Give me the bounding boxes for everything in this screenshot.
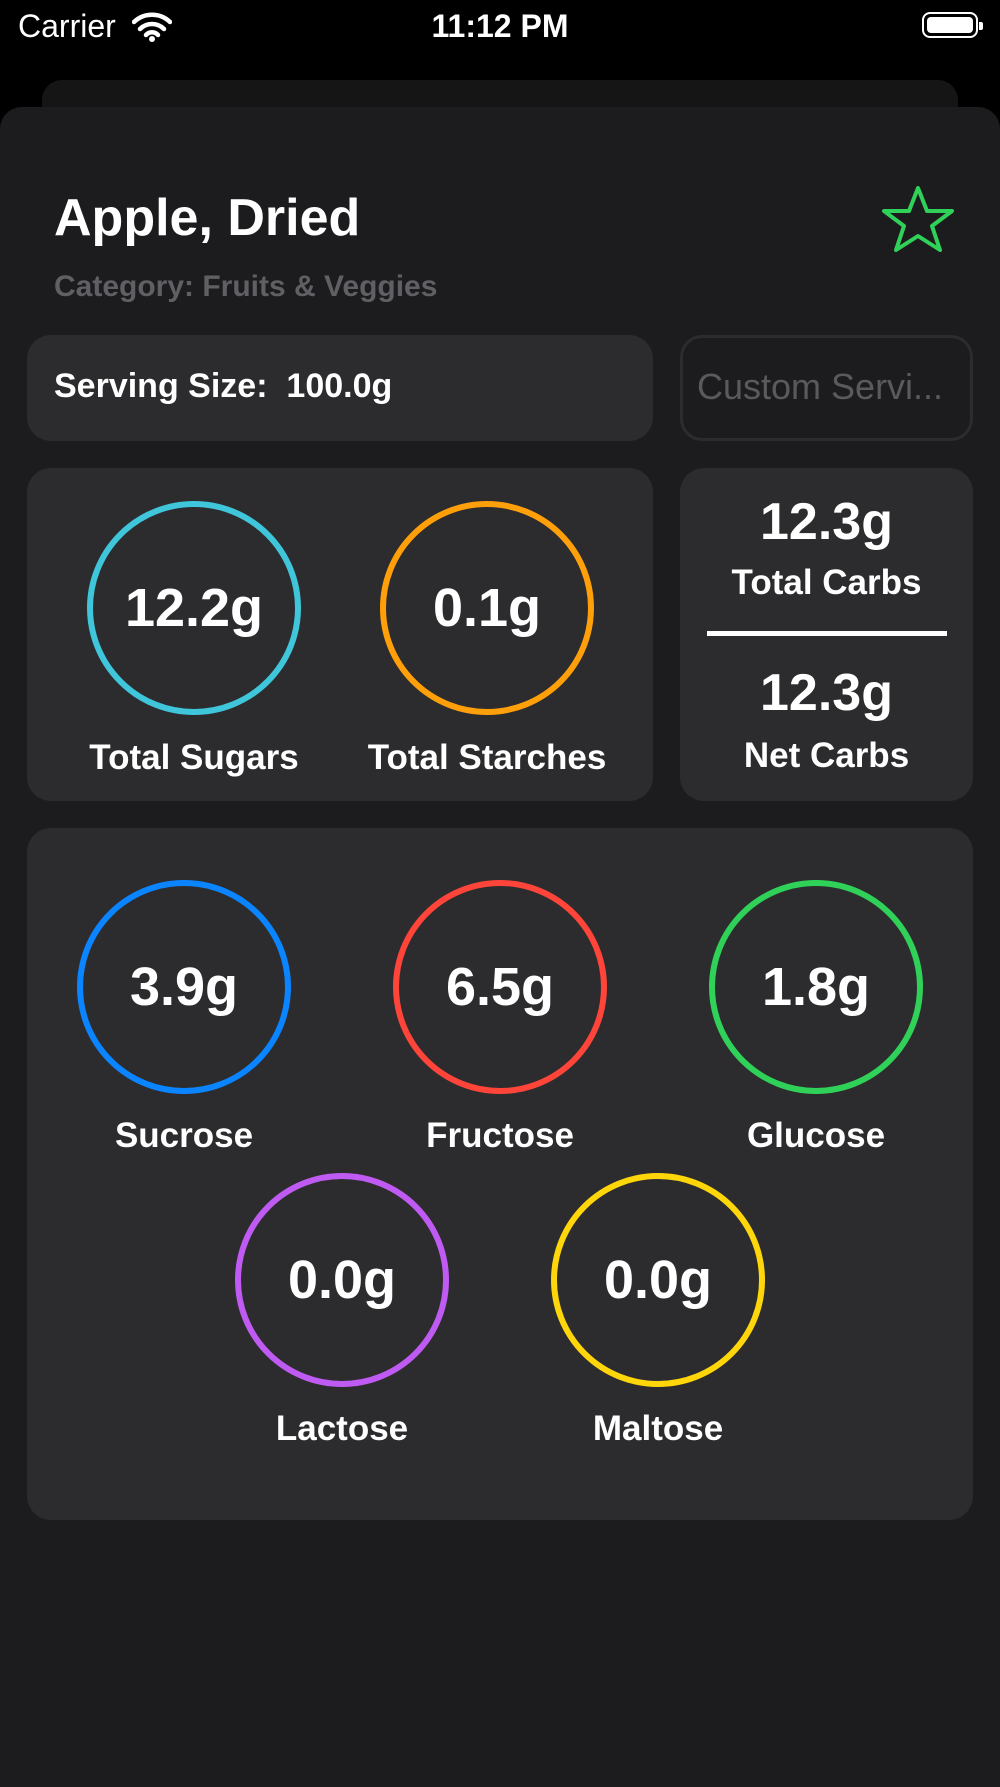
fructose-value: 6.5g: [445, 957, 555, 1017]
glucose-ring: 1.8g: [709, 880, 923, 1094]
carbs-card: 12.3g Total Carbs 12.3g Net Carbs: [680, 468, 973, 801]
glucose-label: Glucose: [746, 1116, 886, 1155]
total-sugars-value: 12.2g: [124, 578, 264, 638]
fructose-ring: 6.5g: [393, 880, 607, 1094]
wifi-icon: [131, 12, 173, 47]
sucrose-value: 3.9g: [129, 957, 239, 1017]
carbs-divider: [707, 631, 947, 636]
lactose-label: Lactose: [275, 1409, 409, 1448]
total-starches-ring: 0.1g: [380, 501, 594, 715]
custom-serving-field[interactable]: [680, 335, 973, 441]
total-starches-value: 0.1g: [432, 578, 542, 638]
net-carbs-label: Net Carbs: [743, 736, 910, 775]
total-carbs-value: 12.3g: [760, 493, 893, 551]
sugar-breakdown-card: 3.9g Sucrose 6.5g Fructose 1.8g Glucose …: [27, 828, 973, 1520]
fructose-label: Fructose: [426, 1116, 574, 1155]
total-sugars-label: Total Sugars: [89, 738, 299, 777]
lactose-ring: 0.0g: [235, 1173, 449, 1387]
food-title: Apple, Dried: [54, 189, 361, 247]
serving-size-label: Serving Size: 100.0g: [54, 367, 393, 405]
maltose-value: 0.0g: [603, 1250, 713, 1310]
total-sugars-ring: 12.2g: [87, 501, 301, 715]
total-starches-label: Total Starches: [367, 738, 607, 777]
favorite-button[interactable]: [880, 184, 956, 254]
maltose-label: Maltose: [592, 1409, 724, 1448]
status-time: 11:12 PM: [431, 8, 569, 44]
carrier-label: Carrier: [18, 8, 116, 44]
totals-card: 12.2g Total Sugars 0.1g Total Starches: [27, 468, 653, 801]
lactose-value: 0.0g: [287, 1250, 397, 1310]
status-bar: Carrier 11:12 PM: [0, 0, 1000, 56]
sucrose-ring: 3.9g: [77, 880, 291, 1094]
custom-serving-input[interactable]: [697, 360, 957, 414]
star-outline-icon: [882, 186, 954, 252]
net-carbs-value: 12.3g: [760, 664, 893, 722]
sucrose-label: Sucrose: [114, 1116, 254, 1155]
total-carbs-label: Total Carbs: [731, 563, 922, 602]
battery-icon: [922, 12, 983, 38]
food-category: Category: Fruits & Veggies: [54, 270, 438, 303]
glucose-value: 1.8g: [761, 957, 871, 1017]
maltose-ring: 0.0g: [551, 1173, 765, 1387]
serving-size-card: Serving Size: 100.0g: [27, 335, 653, 441]
